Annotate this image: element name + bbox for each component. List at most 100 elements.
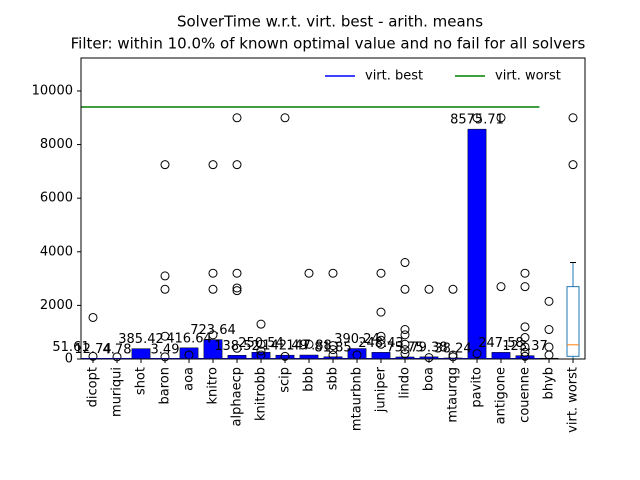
x-tick-label: dicopt [86, 367, 101, 407]
annotation: 51.61 [52, 340, 89, 355]
outlier [376, 335, 386, 345]
outlier [448, 284, 458, 294]
value-label: 81.85 [314, 340, 351, 355]
y-tick-label: 10000 [32, 83, 73, 98]
outlier [520, 322, 530, 332]
outlier [520, 282, 530, 292]
outlier [304, 268, 314, 278]
x-tick-label: sbb [326, 367, 341, 390]
plot-frame [80, 57, 586, 360]
outlier [160, 160, 170, 170]
x-tick-label: bhyb [542, 367, 557, 399]
outlier [544, 296, 554, 306]
outlier [232, 113, 242, 123]
outlier [400, 349, 410, 359]
outlier [208, 160, 218, 170]
value-label: 138.52 [214, 339, 260, 354]
outlier [328, 268, 338, 278]
x-tick-label: baron [158, 367, 173, 404]
outlier [520, 268, 530, 278]
outlier [376, 339, 386, 349]
outlier [280, 113, 290, 123]
outlier [376, 268, 386, 278]
x-tick-label: shot [134, 367, 149, 395]
outlier [256, 319, 266, 329]
y-tick-label: 6000 [40, 191, 73, 206]
outlier [472, 349, 482, 359]
value-label: 250.54 [238, 336, 284, 351]
x-tick-label: knitrobb [254, 367, 269, 421]
outlier [304, 339, 314, 349]
value-label: 247.58 [478, 336, 524, 351]
outlier [472, 113, 482, 123]
x-tick-label: scip [278, 367, 293, 393]
x-tick-label: mtaurbnb [350, 367, 365, 431]
value-label: 123.37 [502, 339, 548, 354]
x-tick-label: boa [422, 367, 437, 391]
x-tick-label: pavito [470, 367, 485, 408]
outlier [400, 258, 410, 268]
x-tick-label: lindo [398, 367, 413, 399]
outlier [208, 268, 218, 278]
value-label: 4.78 [103, 342, 132, 357]
outlier [544, 325, 554, 335]
outlier [496, 113, 506, 123]
outlier [568, 113, 578, 123]
outlier [424, 284, 434, 294]
outlier [544, 350, 554, 360]
outlier [376, 307, 386, 317]
outlier [232, 286, 242, 296]
x-tick-label: couenne [518, 367, 533, 423]
value-label: 8575.71 [450, 113, 504, 128]
outlier [520, 342, 530, 352]
box [566, 286, 580, 357]
value-label: 385.42 [118, 332, 164, 347]
outlier [256, 346, 266, 356]
bar [467, 128, 487, 360]
outlier [328, 345, 338, 355]
outlier [328, 341, 338, 351]
bar [179, 347, 199, 360]
value-label: 390.24 [334, 332, 380, 347]
outlier [88, 312, 98, 322]
y-tick-label: 2000 [40, 298, 73, 313]
outlier [160, 284, 170, 294]
value-label: 3.49 [151, 342, 180, 357]
value-label: 38.24 [434, 341, 471, 356]
value-label: 147.88 [286, 339, 332, 354]
outlier [232, 268, 242, 278]
x-tick-label: muriqui [110, 367, 125, 417]
outlier [520, 347, 530, 357]
x-tick-label: knitro [206, 367, 221, 405]
x-tick-label: alphaecp [230, 367, 245, 426]
y-tick-label: 4000 [40, 244, 73, 259]
x-tick-label: aoa [182, 367, 197, 391]
value-label: 79.38 [410, 340, 447, 355]
outlier [496, 282, 506, 292]
outlier [400, 339, 410, 349]
chart-subtitle: Filter: within 10.0% of known optimal va… [71, 35, 586, 53]
legend-label: virt. best [365, 69, 423, 84]
value-label: 142.49 [262, 339, 308, 354]
x-tick-label: juniper [374, 366, 389, 413]
outlier [400, 330, 410, 340]
outlier [568, 160, 578, 170]
bar [131, 348, 151, 360]
x-tick-label: virt. worst [566, 367, 581, 433]
outlier [208, 330, 218, 340]
outlier [232, 283, 242, 293]
value-label: 12.74 [74, 342, 111, 357]
y-tick-label: 0 [65, 352, 73, 367]
value-label: 248.43 [358, 336, 404, 351]
outlier [400, 345, 410, 355]
x-tick-label: antigone [494, 367, 509, 424]
x-tick-label: bbb [302, 367, 317, 392]
outlier [400, 284, 410, 294]
chart-title: SolverTime w.r.t. virt. best - arith. me… [177, 13, 483, 31]
outlier [160, 271, 170, 281]
legend-label: virt. worst [495, 69, 561, 84]
x-tick-label: mtaurqg [446, 367, 461, 423]
outlier [232, 343, 242, 353]
value-label: 416.64 [166, 331, 212, 346]
